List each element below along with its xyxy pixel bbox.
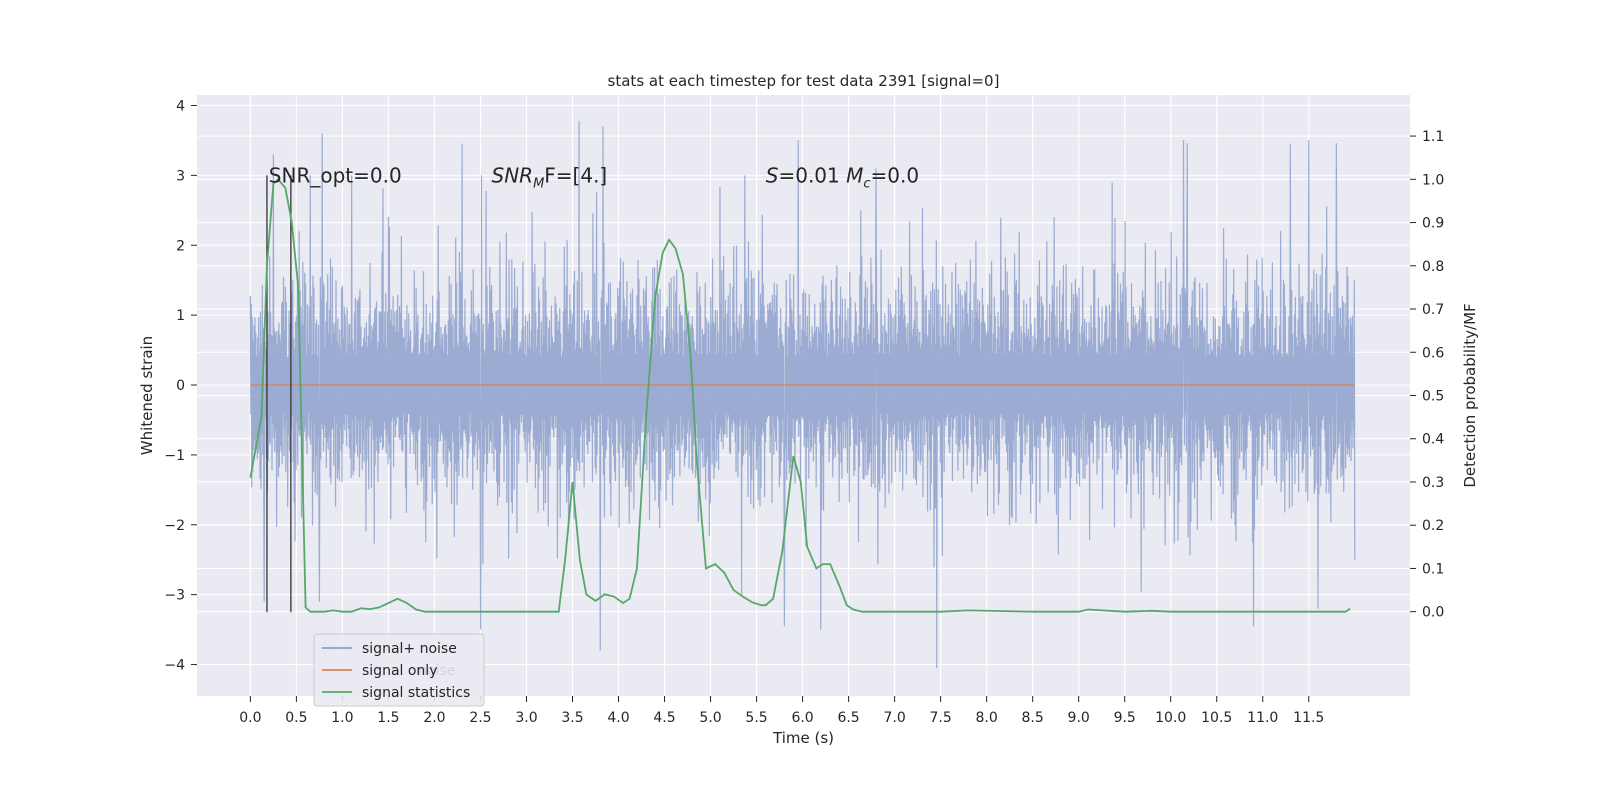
y-axis-right-ticks: 0.0 0.1 0.2 0.3 0.4 0.5 0.6 0.7 0.8 0.9 1.0 1.1 — [1410, 129, 1444, 621]
annotations: SNR_opt=0.0 SNRMF=[4.] S=0.01 Mc=0.0 — [269, 163, 919, 191]
vertical-markers — [266, 175, 292, 613]
series-line-signal-statistics — [249, 178, 1351, 613]
chart-title: stats at each timestep for test data 239… — [608, 72, 1000, 90]
x-tick-label: 2.5 — [469, 710, 491, 726]
y-right-tick-label: 0.0 — [1422, 605, 1444, 621]
legend-box — [313, 633, 485, 707]
x-tick-label: 7.5 — [929, 710, 951, 726]
x-tick-label: 9.5 — [1114, 710, 1136, 726]
x-tick-label: 6.0 — [791, 710, 813, 726]
y-left-tick-label: 1 — [176, 308, 185, 324]
x-tick-label: 5.0 — [699, 710, 721, 726]
series-line-signal-plus-noise — [249, 120, 1356, 669]
x-tick-label: 1.0 — [331, 710, 353, 726]
y-left-tick-label: −3 — [164, 588, 185, 604]
x-tick-label: 4.5 — [653, 710, 675, 726]
legend: noise signal+ noise signal only signal stat… — [313, 633, 485, 707]
y-left-tick-label: −1 — [164, 448, 185, 464]
y-left-tick-label: 0 — [176, 378, 185, 394]
x-tick-label: 5.5 — [745, 710, 767, 726]
x-tick-label: 9.0 — [1068, 710, 1090, 726]
y-right-tick-label: 1.1 — [1422, 129, 1444, 145]
x-tick-label: 0.5 — [285, 710, 307, 726]
annotation-snr-mf-main: SNRMF=[4.] — [492, 163, 608, 191]
legend-label: signal only — [362, 663, 437, 679]
x-tick-label: 11.0 — [1247, 710, 1278, 726]
y-right-tick-label: 0.6 — [1422, 345, 1444, 361]
x-tick-label: 6.5 — [837, 710, 859, 726]
x-tick-label: 8.5 — [1022, 710, 1044, 726]
series-signal-statistics — [249, 178, 1351, 613]
annotation-part: c — [863, 176, 870, 191]
annotation-part: M — [533, 176, 544, 191]
y-axis-left-ticks: −4 −3 −2 −1 0 1 2 3 4 — [164, 98, 197, 674]
y-left-tick-label: 4 — [176, 98, 185, 114]
legend-label: signal statistics — [362, 685, 470, 701]
annotation-s-mc: S=0.01 Mc=0.0 — [766, 163, 919, 191]
x-tick-label: 0.0 — [239, 710, 261, 726]
annotation-part: =0.01 — [778, 163, 846, 187]
y-right-tick-label: 0.7 — [1422, 302, 1444, 318]
y-right-tick-label: 0.4 — [1422, 432, 1444, 448]
series-signal-plus-noise — [249, 120, 1356, 669]
y-left-tick-label: −4 — [164, 658, 185, 674]
y-right-tick-label: 0.1 — [1422, 561, 1444, 577]
y-right-tick-label: 0.3 — [1422, 475, 1444, 491]
x-tick-label: 3.5 — [561, 710, 583, 726]
y-left-tick-label: 3 — [176, 168, 185, 184]
annotation-part: =0.0 — [871, 163, 920, 187]
x-tick-label: 4.0 — [607, 710, 629, 726]
annotation-part: F=[4.] — [544, 163, 607, 187]
annotation-part: M — [846, 163, 863, 187]
y-left-tick-label: 2 — [176, 238, 185, 254]
y-left-tick-label: −2 — [164, 518, 185, 534]
annotation-part: SNR_opt=0.0 — [269, 163, 402, 187]
x-tick-label: 1.5 — [377, 710, 399, 726]
y-right-tick-label: 0.8 — [1422, 259, 1444, 275]
y-axis-right-title: Detection probability/MF — [1461, 303, 1479, 487]
annotation-part: SNR — [492, 163, 534, 187]
x-axis-title: Time (s) — [772, 729, 834, 747]
x-tick-label: 7.0 — [883, 710, 905, 726]
x-tick-label: 3.0 — [515, 710, 537, 726]
y-right-tick-label: 0.2 — [1422, 518, 1444, 534]
y-axis-left-title: Whitened strain — [138, 336, 156, 455]
legend-ghost-text: noise — [418, 663, 455, 679]
y-right-tick-label: 1.0 — [1422, 172, 1444, 188]
x-tick-label: 8.0 — [976, 710, 998, 726]
x-axis-ticks: 0.0 0.5 1.0 1.5 2.0 2.5 3.0 3.5 4.0 4.5 5.0 5.5 6.0 6… — [239, 696, 1324, 726]
annotation-snr-opt: SNR_opt=0.0 — [269, 163, 402, 187]
x-tick-label: 11.5 — [1293, 710, 1324, 726]
y-right-tick-label: 0.5 — [1422, 389, 1444, 405]
x-tick-label: 10.0 — [1155, 710, 1186, 726]
y-right-tick-label: 0.9 — [1422, 216, 1444, 232]
x-tick-label: 10.5 — [1201, 710, 1232, 726]
x-tick-label: 2.0 — [423, 710, 445, 726]
legend-label: signal+ noise — [362, 641, 457, 657]
annotation-part: S — [766, 163, 779, 187]
